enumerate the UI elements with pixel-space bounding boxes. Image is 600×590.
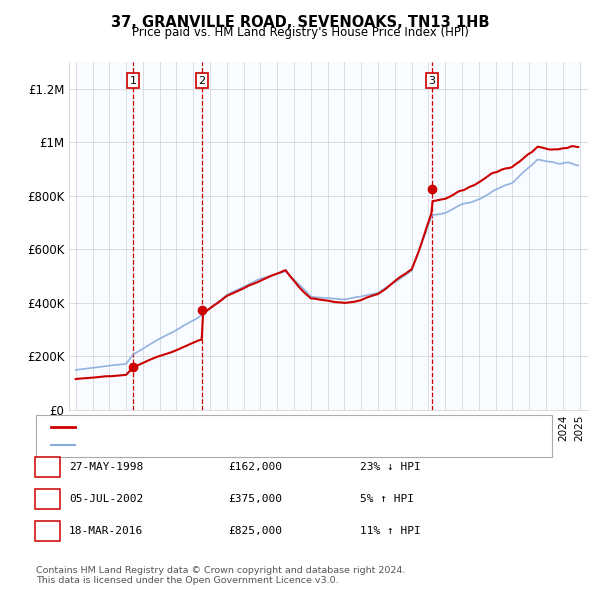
Bar <box>76 62 133 410</box>
Bar <box>202 62 432 410</box>
Text: Price paid vs. HM Land Registry's House Price Index (HPI): Price paid vs. HM Land Registry's House … <box>131 26 469 39</box>
Bar <box>133 62 202 410</box>
Text: Contains HM Land Registry data © Crown copyright and database right 2024.
This d: Contains HM Land Registry data © Crown c… <box>36 566 406 585</box>
Text: 2: 2 <box>198 76 205 86</box>
Text: £162,000: £162,000 <box>228 463 282 472</box>
Text: 11% ↑ HPI: 11% ↑ HPI <box>360 526 421 536</box>
Text: 23% ↓ HPI: 23% ↓ HPI <box>360 463 421 472</box>
Text: 5% ↑ HPI: 5% ↑ HPI <box>360 494 414 504</box>
Text: 37, GRANVILLE ROAD, SEVENOAKS, TN13 1HB (detached house): 37, GRANVILLE ROAD, SEVENOAKS, TN13 1HB … <box>81 422 433 432</box>
Text: 27-MAY-1998: 27-MAY-1998 <box>69 463 143 472</box>
Text: 1: 1 <box>44 463 51 472</box>
Text: HPI: Average price, detached house, Sevenoaks: HPI: Average price, detached house, Seve… <box>81 440 343 450</box>
Text: 3: 3 <box>44 526 51 536</box>
Text: 18-MAR-2016: 18-MAR-2016 <box>69 526 143 536</box>
Text: £825,000: £825,000 <box>228 526 282 536</box>
Bar <box>432 62 583 410</box>
Text: 3: 3 <box>428 76 436 86</box>
Text: 2: 2 <box>44 494 51 504</box>
Text: £375,000: £375,000 <box>228 494 282 504</box>
Text: 37, GRANVILLE ROAD, SEVENOAKS, TN13 1HB: 37, GRANVILLE ROAD, SEVENOAKS, TN13 1HB <box>111 15 489 30</box>
Text: 05-JUL-2002: 05-JUL-2002 <box>69 494 143 504</box>
Text: 1: 1 <box>130 76 136 86</box>
